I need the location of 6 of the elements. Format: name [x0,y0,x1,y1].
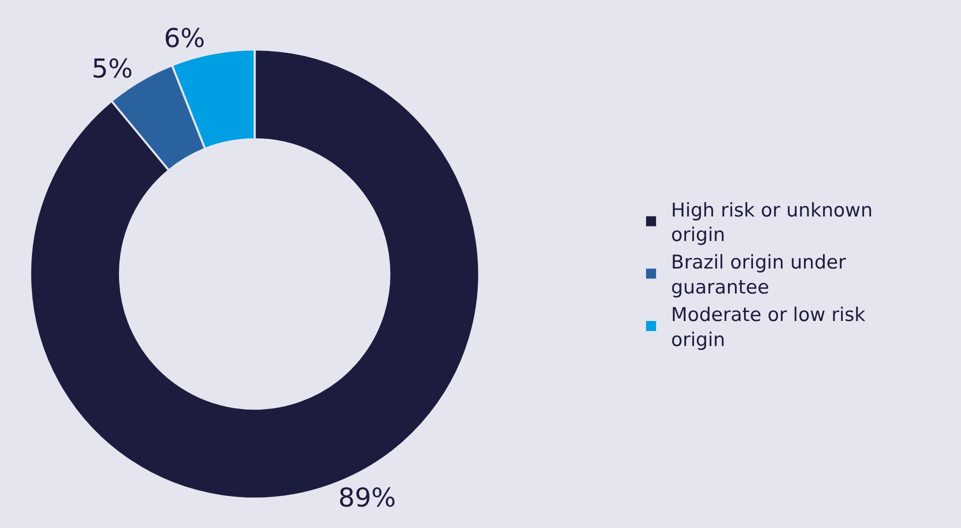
legend-label: High risk or unknown origin [671,199,873,246]
legend-label: Moderate or low risk origin [671,304,866,351]
data-label: 5% [92,54,133,85]
legend-label: Brazil origin under guarantee [671,252,846,298]
data-label: 89% [338,483,396,514]
data-label: 6% [164,24,206,54]
